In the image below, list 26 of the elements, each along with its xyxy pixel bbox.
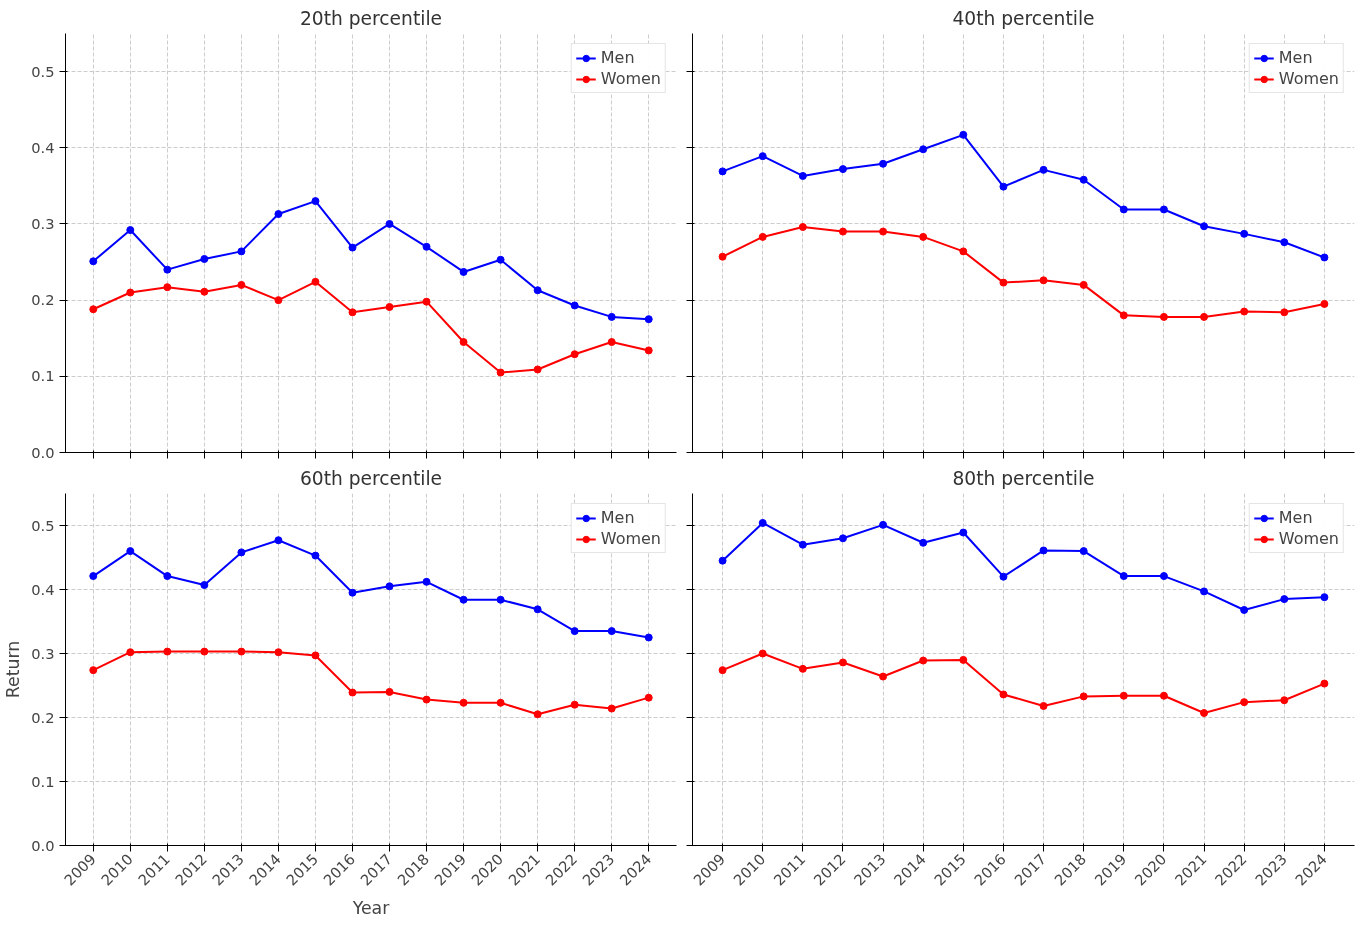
x-axis-title: Year <box>351 897 391 918</box>
legend-label: Women <box>1278 529 1339 548</box>
y-tick-label: 0.0 <box>31 443 55 461</box>
legend-label: Men <box>600 508 635 527</box>
chart-title: 40th percentile <box>952 7 1095 29</box>
chart-title: 80th percentile <box>952 467 1095 489</box>
y-tick-label: 0.1 <box>31 367 55 385</box>
y-axis-title: Return <box>3 640 24 699</box>
chart-title: 60th percentile <box>299 467 443 489</box>
y-tick-label: 0.4 <box>31 138 55 156</box>
y-tick-label: 0.4 <box>31 580 55 598</box>
legend-label: Women <box>1278 69 1339 88</box>
y-tick-label: 0.2 <box>31 708 55 726</box>
y-tick-label: 0.0 <box>31 836 55 854</box>
y-tick-label: 0.5 <box>31 62 55 80</box>
legend-label: Men <box>1278 508 1313 527</box>
y-tick-label: 0.2 <box>31 291 55 309</box>
y-tick-label: 0.3 <box>31 214 55 232</box>
legend-label: Women <box>600 529 661 548</box>
legend-label: Men <box>1278 48 1313 67</box>
y-tick-label: 0.1 <box>31 772 55 790</box>
y-tick-label: 0.5 <box>31 516 55 534</box>
y-tick-label: 0.3 <box>31 644 55 662</box>
legend-label: Men <box>600 48 635 67</box>
legend-label: Women <box>600 69 661 88</box>
chart-title: 20th percentile <box>299 7 443 29</box>
